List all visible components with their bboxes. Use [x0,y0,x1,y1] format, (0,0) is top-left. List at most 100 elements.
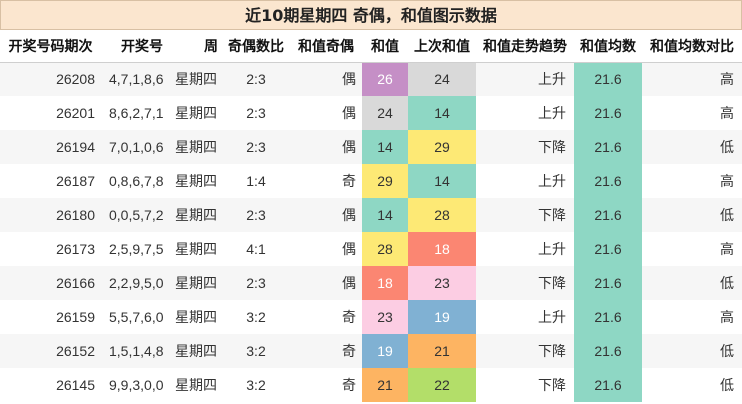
sum-cell: 14 [362,198,408,232]
sum-cell: 29 [362,164,408,198]
panel-title: 近10期星期四 奇偶，和值图示数据 [0,0,742,30]
numbers-cell: 0,0,5,7,2 [101,198,169,232]
odd-even-ratio-cell: 4:1 [222,232,290,266]
sum-cell: 21 [362,368,408,402]
prev-sum-cell: 24 [408,62,476,96]
average-compare-cell: 低 [642,368,742,402]
sum-parity-cell: 偶 [290,130,362,164]
week-cell: 星期四 [169,368,222,402]
average-cell: 21.6 [574,62,642,96]
week-cell: 星期四 [169,96,222,130]
prev-sum-cell: 22 [408,368,476,402]
average-cell: 21.6 [574,232,642,266]
average-compare-cell: 高 [642,164,742,198]
issue-cell: 26166 [0,266,101,300]
sum-cell: 14 [362,130,408,164]
header-odd-even-ratio: 奇偶数比 [222,30,290,63]
odd-even-ratio-cell: 3:2 [222,334,290,368]
trend-cell: 下降 [476,368,574,402]
week-cell: 星期四 [169,164,222,198]
average-compare-cell: 低 [642,130,742,164]
issue-cell: 26180 [0,198,101,232]
header-week: 周 [169,30,222,63]
sum-cell: 23 [362,300,408,334]
average-compare-cell: 低 [642,334,742,368]
table-row: 26159 5,5,7,6,0 星期四 3:2 奇 23 19 上升 21.6 高 [0,300,742,334]
odd-even-ratio-cell: 2:3 [222,62,290,96]
average-cell: 21.6 [574,266,642,300]
trend-cell: 下降 [476,266,574,300]
week-cell: 星期四 [169,300,222,334]
average-cell: 21.6 [574,198,642,232]
average-compare-cell: 高 [642,96,742,130]
sum-parity-cell: 奇 [290,164,362,198]
header-sum-average: 和值均数 [574,30,642,63]
odd-even-ratio-cell: 3:2 [222,300,290,334]
sum-cell: 28 [362,232,408,266]
prev-sum-cell: 14 [408,96,476,130]
numbers-cell: 7,0,1,0,6 [101,130,169,164]
average-compare-cell: 高 [642,232,742,266]
odd-even-ratio-cell: 3:2 [222,368,290,402]
sum-cell: 18 [362,266,408,300]
average-cell: 21.6 [574,96,642,130]
average-cell: 21.6 [574,130,642,164]
issue-cell: 26194 [0,130,101,164]
prev-sum-cell: 23 [408,266,476,300]
prev-sum-cell: 19 [408,300,476,334]
trend-cell: 上升 [476,164,574,198]
table-row: 26166 2,2,9,5,0 星期四 2:3 偶 18 23 下降 21.6 低 [0,266,742,300]
issue-cell: 26201 [0,96,101,130]
numbers-cell: 8,6,2,7,1 [101,96,169,130]
numbers-cell: 4,7,1,8,6 [101,62,169,96]
average-cell: 21.6 [574,368,642,402]
trend-cell: 上升 [476,232,574,266]
week-cell: 星期四 [169,198,222,232]
average-cell: 21.6 [574,164,642,198]
odd-even-ratio-cell: 1:4 [222,164,290,198]
numbers-cell: 0,8,6,7,8 [101,164,169,198]
sum-parity-cell: 偶 [290,62,362,96]
issue-cell: 26208 [0,62,101,96]
table-row: 26173 2,5,9,7,5 星期四 4:1 偶 28 18 上升 21.6 高 [0,232,742,266]
trend-cell: 上升 [476,62,574,96]
week-cell: 星期四 [169,266,222,300]
trend-cell: 下降 [476,198,574,232]
odd-even-ratio-cell: 2:3 [222,266,290,300]
sum-parity-cell: 偶 [290,232,362,266]
sum-parity-cell: 偶 [290,198,362,232]
numbers-cell: 2,2,9,5,0 [101,266,169,300]
data-table: 开奖号码期次 开奖号 周 奇偶数比 和值奇偶 和值 上次和值 和值走势趋势 和值… [0,30,742,402]
table-row: 26152 1,5,1,4,8 星期四 3:2 奇 19 21 下降 21.6 低 [0,334,742,368]
header-numbers: 开奖号 [101,30,169,63]
sum-parity-cell: 偶 [290,266,362,300]
prev-sum-cell: 21 [408,334,476,368]
sum-parity-cell: 奇 [290,300,362,334]
trend-cell: 上升 [476,300,574,334]
issue-cell: 26173 [0,232,101,266]
odd-even-ratio-cell: 2:3 [222,198,290,232]
issue-cell: 26152 [0,334,101,368]
trend-cell: 下降 [476,334,574,368]
sum-parity-cell: 偶 [290,96,362,130]
week-cell: 星期四 [169,62,222,96]
header-sum-parity: 和值奇偶 [290,30,362,63]
sum-parity-cell: 奇 [290,368,362,402]
average-compare-cell: 高 [642,300,742,334]
sum-cell: 19 [362,334,408,368]
table-row: 26208 4,7,1,8,6 星期四 2:3 偶 26 24 上升 21.6 高 [0,62,742,96]
table-row: 26201 8,6,2,7,1 星期四 2:3 偶 24 14 上升 21.6 高 [0,96,742,130]
table-row: 26187 0,8,6,7,8 星期四 1:4 奇 29 14 上升 21.6 高 [0,164,742,198]
header-sum: 和值 [362,30,408,63]
numbers-cell: 1,5,1,4,8 [101,334,169,368]
numbers-cell: 5,5,7,6,0 [101,300,169,334]
week-cell: 星期四 [169,232,222,266]
week-cell: 星期四 [169,130,222,164]
table-row: 26145 9,9,3,0,0 星期四 3:2 奇 21 22 下降 21.6 低 [0,368,742,402]
average-cell: 21.6 [574,300,642,334]
average-cell: 21.6 [574,334,642,368]
header-average-compare: 和值均数对比 [642,30,742,63]
prev-sum-cell: 18 [408,232,476,266]
numbers-cell: 9,9,3,0,0 [101,368,169,402]
numbers-cell: 2,5,9,7,5 [101,232,169,266]
